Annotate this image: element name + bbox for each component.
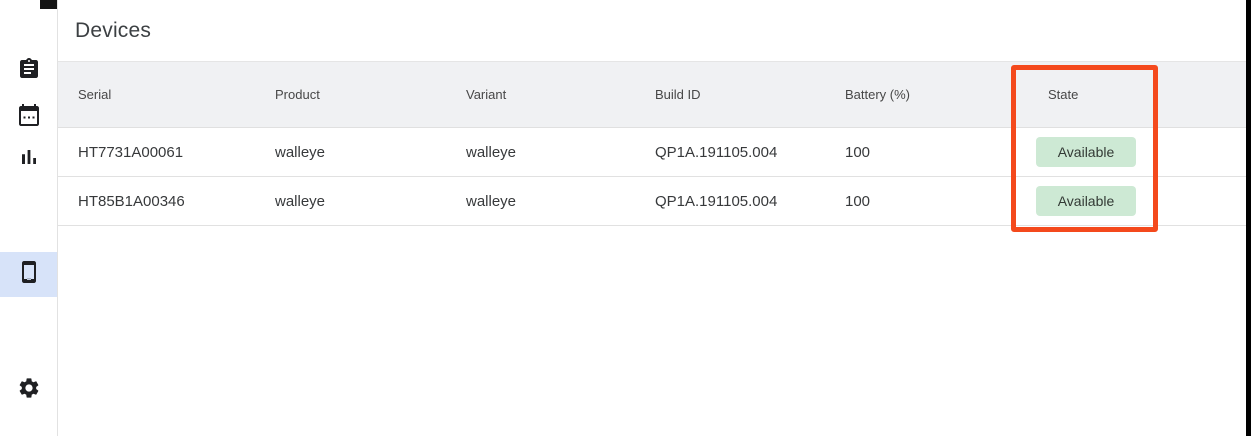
cell-serial: HT7731A00061 xyxy=(78,143,184,161)
column-header-battery: Battery (%) xyxy=(845,87,911,102)
cell-state: Available xyxy=(1028,137,1246,167)
devices-table: Serial Product Variant Build ID Battery … xyxy=(58,61,1246,226)
column-header-serial: Serial xyxy=(78,87,112,102)
screen-edge-strip xyxy=(1246,0,1251,436)
cell-variant: walleye xyxy=(466,143,517,161)
cell-serial: HT85B1A00346 xyxy=(78,192,185,210)
cell-product: walleye xyxy=(275,143,326,161)
main-content: Devices Serial Product Variant Build ID … xyxy=(58,0,1246,436)
bar-chart-icon xyxy=(17,145,41,174)
table-row[interactable]: HT85B1A00346 walleye walleye QP1A.191105… xyxy=(58,177,1246,226)
cell-battery: 100 xyxy=(845,143,871,161)
column-header-state: State xyxy=(1048,87,1079,102)
sidebar-item-settings[interactable] xyxy=(0,377,57,403)
sidebar-item-tasks[interactable] xyxy=(0,57,57,86)
page-title: Devices xyxy=(75,19,152,42)
sidebar-item-devices[interactable] xyxy=(0,252,57,297)
cell-battery: 100 xyxy=(845,192,871,210)
top-edge-artifact xyxy=(40,0,57,9)
column-header-variant: Variant xyxy=(466,87,507,102)
cell-build-id: QP1A.191105.004 xyxy=(655,192,778,210)
cell-build-id: QP1A.191105.004 xyxy=(655,143,778,161)
cell-product: walleye xyxy=(275,192,326,210)
status-badge: Available xyxy=(1036,186,1136,216)
status-badge: Available xyxy=(1036,137,1136,167)
cell-variant: walleye xyxy=(466,192,517,210)
sidebar-item-stats[interactable] xyxy=(0,146,57,172)
column-header-build-id: Build ID xyxy=(655,87,701,102)
sidebar xyxy=(0,0,58,436)
gear-icon xyxy=(17,376,41,405)
smartphone-icon xyxy=(17,260,41,289)
table-row[interactable]: HT7731A00061 walleye walleye QP1A.191105… xyxy=(58,128,1246,177)
table-header-row: Serial Product Variant Build ID Battery … xyxy=(58,61,1246,128)
calendar-icon xyxy=(17,103,41,132)
sidebar-item-schedule[interactable] xyxy=(0,103,57,132)
cell-state: Available xyxy=(1028,186,1246,216)
clipboard-icon xyxy=(17,57,41,86)
column-header-product: Product xyxy=(275,87,320,102)
